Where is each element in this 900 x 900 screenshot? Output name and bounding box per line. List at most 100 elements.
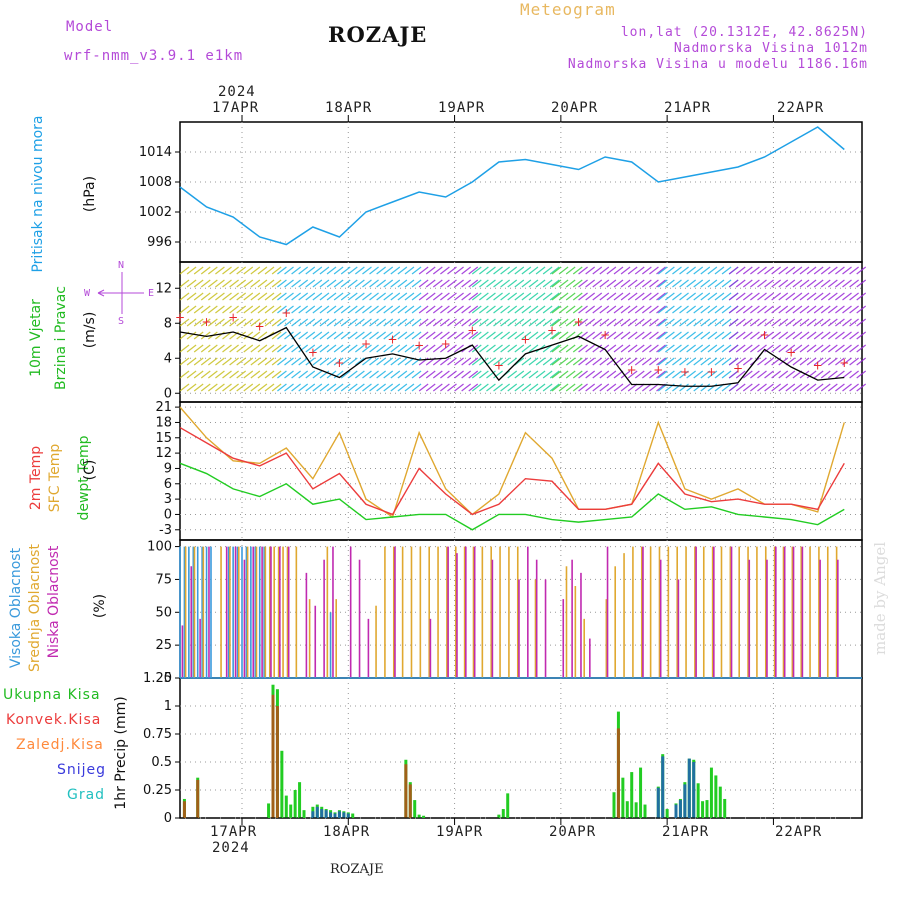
wind-barb xyxy=(634,292,645,301)
wind-barb xyxy=(842,318,852,327)
total-precip-bar xyxy=(302,810,306,818)
wind-barb xyxy=(193,383,204,392)
bottom-year-label: 2024 xyxy=(212,840,250,856)
wind-barb xyxy=(432,318,443,327)
wind-barb xyxy=(514,357,525,366)
wind-barb xyxy=(806,383,817,392)
wind-barb xyxy=(764,318,774,327)
wind-barb xyxy=(549,370,560,379)
wind-barb xyxy=(215,266,225,275)
convective-precip-bar xyxy=(616,728,620,818)
wind-barb xyxy=(468,305,479,314)
y-tick-label: 3 xyxy=(164,492,172,507)
wind-barb xyxy=(792,318,803,327)
wind-barb xyxy=(486,318,496,327)
wind-barb xyxy=(326,279,337,288)
y-tick-label: 6 xyxy=(164,477,172,492)
wind-barb xyxy=(535,383,546,392)
wind-barb xyxy=(376,344,386,353)
wind-barb xyxy=(778,305,789,314)
wind-barb xyxy=(592,305,603,314)
wind-barb xyxy=(649,318,659,327)
top-date-22apr: 22APR xyxy=(777,100,825,116)
wind-barb xyxy=(479,383,489,392)
wind-barb xyxy=(742,383,753,392)
wind-barb xyxy=(432,266,443,275)
wind-barb xyxy=(333,331,344,340)
wind-barb xyxy=(362,318,372,327)
total-precip-bar xyxy=(709,767,713,818)
compass-icon xyxy=(97,272,144,314)
wind-barb xyxy=(764,357,774,366)
wind-barb xyxy=(319,357,330,366)
wind-barb xyxy=(186,344,197,353)
model-name: wrf-nmm_v3.9.1 e1km xyxy=(64,48,244,64)
wind-barb xyxy=(592,344,603,353)
wind-barb xyxy=(599,266,610,275)
wind-barb xyxy=(355,279,365,288)
wind-barb xyxy=(693,292,704,301)
wind-barb xyxy=(721,331,732,340)
wind-barb xyxy=(750,266,760,275)
wind-barb xyxy=(735,383,746,392)
wind-barb xyxy=(471,292,482,301)
wind-barb xyxy=(585,357,596,366)
wind-gust-marker: + xyxy=(520,332,530,346)
wind-barb xyxy=(277,357,287,366)
dewpt-line xyxy=(179,462,845,531)
wind-barb xyxy=(750,305,760,314)
wind-barb xyxy=(277,318,287,327)
compass-e: E xyxy=(148,288,155,299)
wind-barb xyxy=(693,331,704,340)
wind-barb xyxy=(500,279,510,288)
wind-barb xyxy=(679,344,689,353)
wind-barb xyxy=(757,279,767,288)
wind-barb xyxy=(236,383,247,392)
wind-barb xyxy=(665,357,675,366)
wind-barb xyxy=(179,370,190,379)
convective-precip-bar xyxy=(275,706,279,818)
wind-barb xyxy=(514,344,525,353)
wind-barb xyxy=(333,357,344,366)
wind-barb xyxy=(440,344,450,353)
wind-barb xyxy=(599,383,610,392)
wind-barb xyxy=(714,292,725,301)
wind-barb xyxy=(856,292,867,301)
wind-barb xyxy=(827,279,838,288)
wind-barb xyxy=(369,383,379,392)
wind-barb xyxy=(592,266,603,275)
wind-barb xyxy=(528,370,539,379)
wind-barb xyxy=(250,318,261,327)
wind-barb xyxy=(728,292,739,301)
wind-barb xyxy=(649,266,659,275)
wind-barb xyxy=(250,383,261,392)
wind-barb xyxy=(271,383,282,392)
wind-barb xyxy=(250,357,261,366)
wind-barb xyxy=(355,357,365,366)
wind-barb xyxy=(599,318,610,327)
wind-barb xyxy=(806,357,817,366)
wind-barb xyxy=(750,279,760,288)
wind-barb xyxy=(312,292,323,301)
y-tick-label: 50 xyxy=(155,605,172,620)
wind-barb xyxy=(813,318,824,327)
wind-barb xyxy=(542,292,553,301)
wind-barb xyxy=(558,331,569,340)
wind-barb xyxy=(599,292,610,301)
wind-barb xyxy=(383,383,394,392)
wind-barb xyxy=(319,344,330,353)
wind-barb xyxy=(312,305,323,314)
wind-barb xyxy=(486,370,496,379)
wind-barb xyxy=(514,292,525,301)
top-date-18apr: 18APR xyxy=(325,100,373,116)
wind-barb xyxy=(243,383,254,392)
wind-barb xyxy=(461,292,472,301)
wind-barb xyxy=(447,292,457,301)
wind-barb xyxy=(849,305,859,314)
wind-barb xyxy=(347,344,358,353)
wind-barb xyxy=(493,383,503,392)
wind-barb xyxy=(298,331,309,340)
wind-barb xyxy=(849,370,859,379)
wind-barb xyxy=(207,318,218,327)
wind-barb xyxy=(799,305,810,314)
